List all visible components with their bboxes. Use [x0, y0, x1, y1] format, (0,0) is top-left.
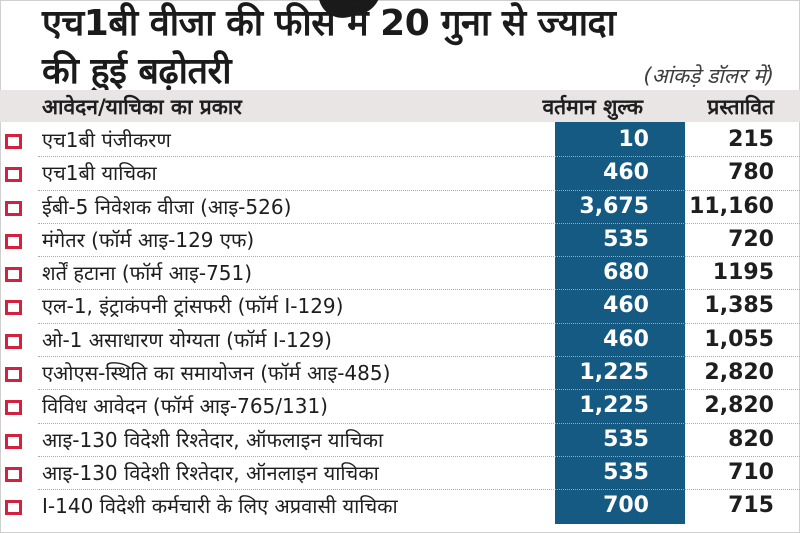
application-type: ओ-1 असाधारण योग्यता (फॉर्म I-129) [42, 327, 332, 352]
table-row: एल-1, इंट्राकंपनी ट्रांसफरी (फॉर्म I-129… [0, 290, 800, 324]
current-fee: 1,225 [579, 360, 649, 386]
proposed-fee: 1,385 [704, 293, 774, 319]
table-row: शर्तें हटाना (फॉर्म आइ-751) 680 1195 [0, 257, 800, 291]
proposed-fee: 710 [728, 459, 774, 485]
bullet-icon [5, 134, 22, 149]
bullet-icon [5, 400, 22, 416]
fee-table: एच1बी पंजीकरण 10 215 एच1बी याचिका 460 78… [0, 124, 800, 524]
row-divider [38, 356, 800, 358]
proposed-fee: 215 [728, 127, 774, 152]
table-row: ईबी-5 निवेशक वीजा (आइ-526) 3,675 11,160 [0, 191, 800, 224]
row-divider [38, 489, 800, 491]
bullet-icon [5, 500, 22, 516]
current-fee: 680 [603, 260, 649, 286]
table-row: आइ-130 विदेशी रिश्तेदार, ऑनलाइन याचिका 5… [0, 457, 800, 491]
proposed-fee: 720 [728, 226, 774, 252]
application-type: विविध आवेदन (फॉर्म आइ-765/131) [42, 394, 328, 419]
application-type: आइ-130 विदेशी रिश्तेदार, ऑनलाइन याचिका [42, 460, 379, 485]
current-fee: 535 [603, 426, 649, 452]
application-type: आइ-130 विदेशी रिश्तेदार, ऑफलाइन याचिका [42, 427, 384, 452]
headline-line-1: एच1बी वीजा की फीस में 20 गुना से ज्यादा [42, 3, 616, 44]
bullet-icon [5, 300, 22, 316]
application-type: एच1बी पंजीकरण [42, 128, 171, 152]
proposed-fee: 715 [728, 493, 774, 519]
proposed-fee: 1195 [712, 260, 774, 286]
bullet-icon [5, 367, 22, 383]
current-fee: 460 [603, 160, 649, 186]
row-divider [38, 156, 800, 158]
bullet-icon [5, 200, 22, 216]
current-fee: 700 [603, 493, 649, 519]
current-fee: 10 [618, 127, 649, 152]
current-fee: 535 [603, 459, 649, 485]
bullet-icon [5, 267, 22, 283]
table-row: ओ-1 असाधारण योग्यता (फॉर्म I-129) 460 1,… [0, 324, 800, 358]
current-fee: 1,225 [579, 393, 649, 419]
row-divider [38, 422, 800, 424]
row-divider [38, 389, 800, 391]
row-divider [38, 289, 800, 291]
table-row: I-140 विदेशी कर्मचारी के लिए अप्रवासी या… [0, 490, 800, 523]
current-fee: 460 [603, 326, 649, 352]
proposed-fee: 2,820 [704, 393, 774, 419]
bullet-icon [5, 466, 22, 482]
row-divider [38, 256, 800, 258]
header-proposed-fee: प्रस्तावित [707, 95, 774, 119]
application-type: ईबी-5 निवेशक वीजा (आइ-526) [42, 194, 292, 219]
table-row: एच1बी पंजीकरण 10 215 [0, 124, 800, 158]
proposed-fee: 1,055 [704, 326, 774, 352]
row-divider [38, 189, 800, 191]
current-fee: 460 [603, 293, 649, 319]
proposed-fee: 780 [728, 160, 774, 186]
application-type: एओएस-स्थिति का समायोजन (फॉर्म आइ-485) [42, 361, 391, 386]
table-row: आइ-130 विदेशी रिश्तेदार, ऑफलाइन याचिका 5… [0, 424, 800, 457]
table-row: मंगेतर (फॉर्म आइ-129 एफ) 535 720 [0, 224, 800, 258]
proposed-fee: 2,820 [704, 360, 774, 386]
bullet-icon [5, 333, 22, 349]
header-current-fee: वर्तमान शुल्क [542, 95, 644, 119]
header-application-type: आवेदन/याचिका का प्रकार [42, 95, 242, 119]
table-row: एओएस-स्थिति का समायोजन (फॉर्म आइ-485) 1,… [0, 357, 800, 391]
table-row: विविध आवेदन (फॉर्म आइ-765/131) 1,225 2,8… [0, 390, 800, 424]
bullet-icon [5, 433, 22, 449]
application-type: एच1बी याचिका [42, 161, 157, 186]
application-type: I-140 विदेशी कर्मचारी के लिए अप्रवासी या… [42, 494, 398, 519]
proposed-fee: 820 [728, 426, 774, 452]
row-divider [38, 455, 800, 457]
application-type: शर्तें हटाना (फॉर्म आइ-751) [42, 261, 253, 286]
bullet-icon [5, 233, 22, 249]
row-divider [38, 322, 800, 324]
current-fee: 3,675 [579, 193, 649, 219]
bullet-icon [5, 167, 22, 183]
unit-note: (आंकड़े डॉलर में) [643, 64, 774, 88]
application-type: एल-1, इंट्राकंपनी ट्रांसफरी (फॉर्म I-129… [42, 294, 344, 319]
proposed-fee: 11,160 [689, 193, 774, 219]
current-fee: 535 [603, 226, 649, 252]
headline-line-2: की हुई बढ़ोतरी [42, 51, 232, 92]
application-type: मंगेतर (फॉर्म आइ-129 एफ) [42, 227, 255, 252]
table-row: एच1बी याचिका 460 780 [0, 157, 800, 191]
table-header [0, 90, 800, 122]
row-divider [38, 222, 800, 224]
